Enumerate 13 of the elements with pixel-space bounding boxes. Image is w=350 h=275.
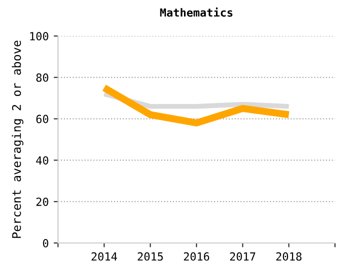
y-tick-label: 40 xyxy=(36,156,48,165)
x-tick-label: 2015 xyxy=(138,252,163,261)
x-tick-label: 2016 xyxy=(184,252,210,261)
chart-title: Mathematics xyxy=(160,8,232,17)
x-tick-label: 2018 xyxy=(276,252,302,261)
y-tick-label: 100 xyxy=(30,32,48,40)
x-tick-label: 2017 xyxy=(230,252,256,261)
y-tick-label: 60 xyxy=(36,114,48,124)
y-tick-label: 80 xyxy=(36,73,48,82)
x-tick-label: 2014 xyxy=(92,252,118,261)
y-axis-title: Percent averaging 2 or above xyxy=(12,40,24,238)
y-tick-label: 20 xyxy=(36,198,48,206)
y-tick-label: 0 xyxy=(43,239,48,248)
